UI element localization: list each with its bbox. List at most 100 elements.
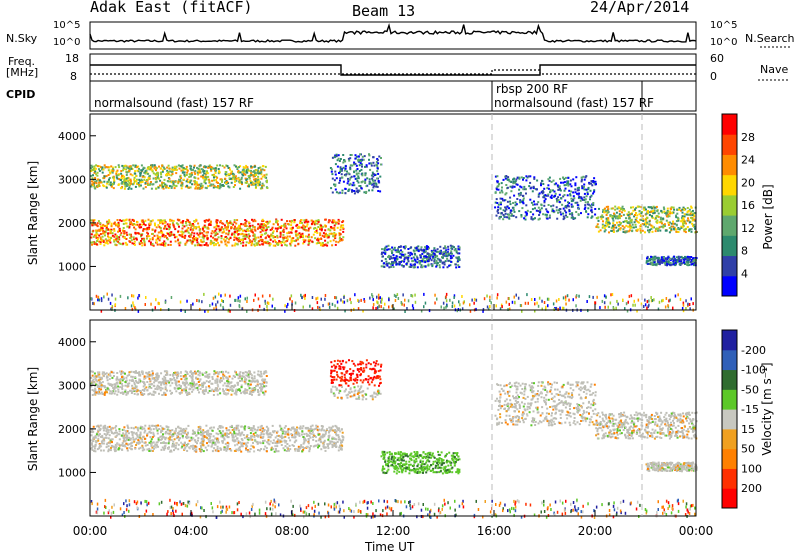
scatter-cell bbox=[601, 226, 604, 229]
scatter-cell bbox=[94, 435, 97, 438]
scatter-cell bbox=[649, 261, 652, 264]
scatter-cell bbox=[576, 201, 579, 204]
scatter-cell bbox=[512, 178, 514, 181]
scatter-cell bbox=[259, 434, 262, 437]
scatter-cell bbox=[629, 220, 632, 223]
scatter-cell bbox=[151, 183, 154, 186]
noise-cell bbox=[453, 296, 455, 299]
scatter-cell bbox=[364, 178, 367, 181]
scatter-cell bbox=[226, 226, 229, 229]
scatter-cell bbox=[117, 174, 120, 177]
scatter-cell bbox=[148, 240, 151, 243]
scatter-cell bbox=[125, 177, 128, 180]
scatter-cell bbox=[105, 446, 108, 449]
scatter-cell bbox=[105, 166, 108, 168]
scatter-cell bbox=[364, 172, 367, 175]
scatter-cell bbox=[361, 180, 364, 183]
scatter-cell bbox=[187, 231, 190, 234]
scatter-cell bbox=[616, 221, 618, 224]
scatter-cell bbox=[542, 183, 545, 185]
scatter-cell bbox=[625, 230, 628, 233]
scatter-cell bbox=[295, 234, 298, 237]
scatter-cell bbox=[185, 165, 188, 168]
scatter-cell bbox=[392, 266, 395, 268]
scatter-cell bbox=[625, 220, 628, 222]
noise-cell bbox=[157, 301, 160, 305]
scatter-cell bbox=[324, 432, 327, 435]
scatter-cell bbox=[544, 194, 547, 197]
noise-cell bbox=[605, 295, 607, 299]
scatter-cell bbox=[99, 242, 102, 245]
noise-cell bbox=[434, 301, 436, 305]
scatter-cell bbox=[102, 168, 105, 171]
scatter-cell bbox=[334, 185, 337, 187]
scatter-cell bbox=[276, 236, 279, 239]
scatter-cell bbox=[156, 243, 159, 246]
noise-cell bbox=[612, 306, 615, 309]
scatter-cell bbox=[229, 172, 232, 175]
scatter-cell bbox=[189, 223, 192, 225]
scatter-cell bbox=[301, 450, 304, 453]
noise-cell bbox=[689, 307, 691, 311]
scatter-cell bbox=[286, 443, 289, 445]
scatter-cell bbox=[339, 177, 342, 180]
scatter-cell bbox=[456, 252, 459, 255]
noise-cell bbox=[406, 307, 408, 310]
noise-cell bbox=[547, 304, 549, 308]
scatter-cell bbox=[342, 236, 345, 239]
scatter-cell bbox=[643, 207, 646, 210]
noise-cell bbox=[111, 293, 113, 297]
scatter-cell bbox=[229, 221, 232, 224]
scatter-cell bbox=[335, 155, 338, 158]
noise-cell bbox=[315, 297, 317, 301]
scatter-cell bbox=[311, 240, 314, 243]
scatter-cell bbox=[412, 249, 415, 252]
scatter-cell bbox=[143, 176, 146, 179]
scatter-cell bbox=[677, 255, 680, 258]
scatter-cell bbox=[365, 192, 367, 194]
scatter-cell bbox=[256, 442, 259, 445]
scatter-cell bbox=[259, 166, 262, 169]
scatter-cell bbox=[234, 180, 236, 183]
scatter-cell bbox=[392, 248, 395, 251]
scatter-cell bbox=[510, 209, 513, 212]
scatter-cell bbox=[694, 227, 696, 230]
scatter-cell bbox=[178, 167, 181, 170]
scatter-cell bbox=[291, 226, 294, 229]
scatter-cell bbox=[110, 446, 112, 449]
scatter-cell bbox=[421, 252, 424, 255]
scatter-cell bbox=[215, 222, 218, 224]
scatter-cell bbox=[94, 170, 97, 173]
scatter-cell bbox=[331, 219, 334, 222]
noise-cell bbox=[657, 307, 660, 311]
scatter-cell bbox=[329, 428, 332, 431]
scatter-cell bbox=[688, 256, 691, 259]
scatter-cell bbox=[365, 190, 368, 193]
scatter-cell bbox=[262, 228, 265, 231]
scatter-cell bbox=[159, 231, 162, 233]
scatter-cell bbox=[646, 221, 649, 224]
scatter-cell bbox=[297, 225, 300, 228]
scatter-cell bbox=[222, 430, 224, 433]
scatter-cell bbox=[434, 256, 437, 258]
scatter-cell bbox=[325, 225, 327, 228]
noise-cell bbox=[644, 298, 646, 302]
scatter-cell bbox=[94, 223, 97, 226]
noise-cell bbox=[643, 305, 645, 308]
scatter-cell bbox=[666, 207, 669, 210]
scatter-cell bbox=[508, 216, 510, 219]
scatter-cell bbox=[99, 241, 102, 244]
scatter-cell bbox=[561, 203, 564, 206]
scatter-cell bbox=[619, 227, 622, 230]
scatter-cell bbox=[104, 241, 107, 244]
scatter-cell bbox=[190, 171, 193, 174]
scatter-cell bbox=[525, 204, 528, 207]
scatter-cell bbox=[657, 257, 660, 259]
scatter-cell bbox=[96, 240, 99, 242]
scatter-cell bbox=[494, 175, 497, 178]
scatter-cell bbox=[202, 226, 205, 229]
scatter-cell bbox=[103, 175, 106, 178]
scatter-cell bbox=[172, 440, 175, 443]
scatter-cell bbox=[401, 250, 404, 253]
scatter-cell bbox=[364, 174, 367, 177]
